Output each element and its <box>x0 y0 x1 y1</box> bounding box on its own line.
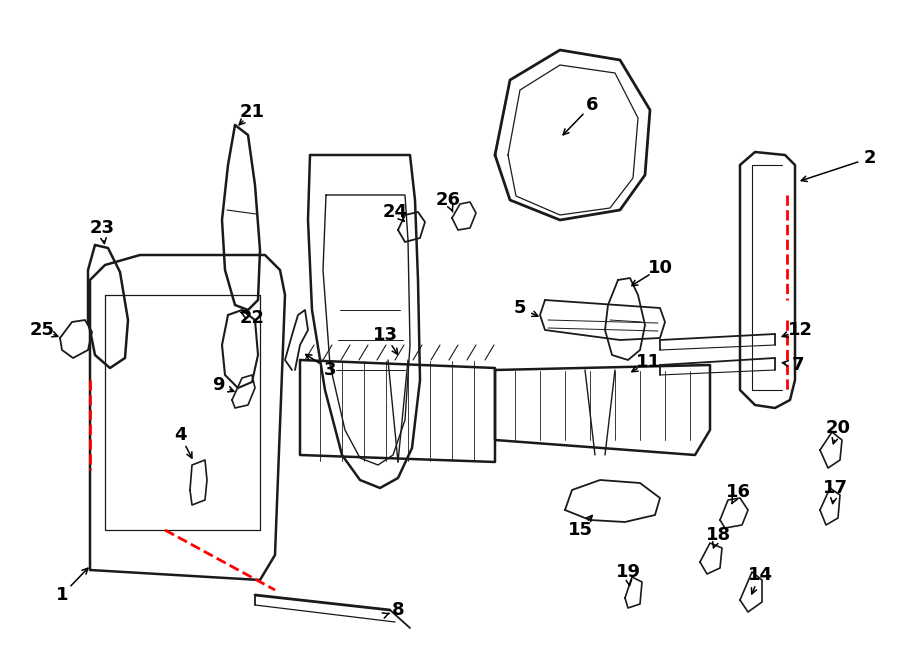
Text: 10: 10 <box>647 259 672 277</box>
Text: 7: 7 <box>792 356 805 374</box>
Text: 9: 9 <box>212 376 224 394</box>
Text: 23: 23 <box>89 219 114 237</box>
Text: 16: 16 <box>725 483 751 501</box>
Text: 1: 1 <box>56 586 68 604</box>
Text: 24: 24 <box>382 203 408 221</box>
Text: 17: 17 <box>823 479 848 497</box>
Text: 20: 20 <box>825 419 850 437</box>
Text: 21: 21 <box>239 103 265 121</box>
Text: 19: 19 <box>616 563 641 581</box>
Text: 11: 11 <box>635 353 661 371</box>
Text: 14: 14 <box>748 566 772 584</box>
Text: 12: 12 <box>788 321 813 339</box>
Text: 3: 3 <box>324 361 337 379</box>
Text: 8: 8 <box>392 601 404 619</box>
Text: 18: 18 <box>706 526 731 544</box>
Text: 6: 6 <box>586 96 598 114</box>
Text: 5: 5 <box>514 299 526 317</box>
Text: 22: 22 <box>239 309 265 327</box>
Text: 13: 13 <box>373 326 398 344</box>
Text: 25: 25 <box>30 321 55 339</box>
Text: 2: 2 <box>864 149 877 167</box>
Text: 26: 26 <box>436 191 461 209</box>
Text: 4: 4 <box>174 426 186 444</box>
Text: 15: 15 <box>568 521 592 539</box>
